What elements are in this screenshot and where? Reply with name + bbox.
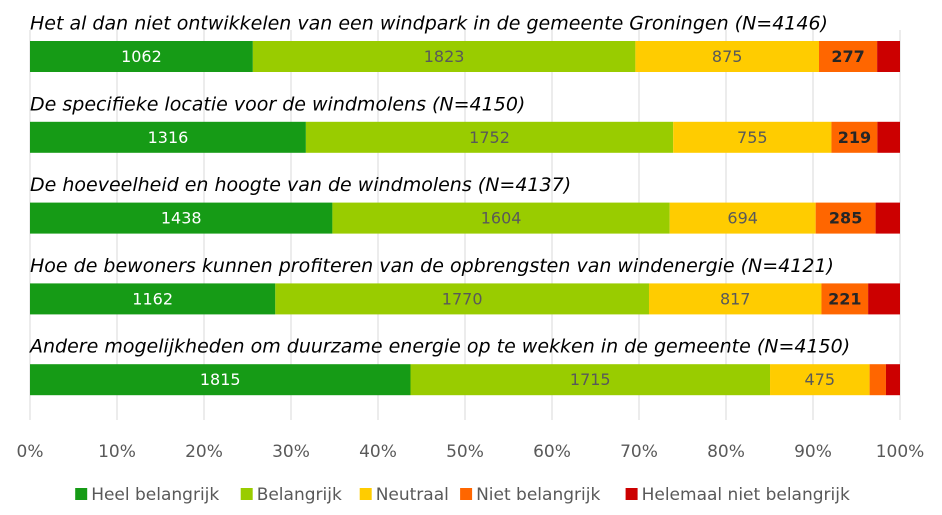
bar-segment: [869, 364, 886, 396]
bar-segment: [669, 202, 816, 234]
data-label: 475: [805, 370, 836, 389]
data-label: 277: [831, 47, 864, 66]
bar-segment: [877, 121, 900, 153]
bar-segment: [821, 283, 869, 315]
bar-segment: [410, 364, 771, 396]
bar-segment: [868, 283, 900, 315]
x-tick-label: 0%: [17, 442, 44, 462]
x-tick-label: 60%: [533, 442, 571, 462]
x-tick-label: 70%: [620, 442, 658, 462]
legend-label: Belangrijk: [257, 485, 342, 505]
legend-label: Helemaal niet belangrijk: [642, 485, 850, 505]
data-label: 1438: [161, 209, 202, 228]
bar-segment: [648, 283, 822, 315]
data-label: 1162: [132, 289, 173, 308]
legend-swatch: [625, 488, 638, 500]
bar-segment: [30, 121, 306, 153]
bar-segment: [770, 364, 870, 396]
data-label: 221: [828, 289, 861, 308]
data-label: 1604: [481, 209, 522, 228]
legend-label: Niet belangrijk: [476, 485, 600, 505]
data-label: 219: [838, 128, 871, 147]
category-label: Hoe de bewoners kunnen profiteren van de…: [30, 255, 834, 277]
bar-segment: [815, 202, 876, 234]
legend-label: Neutraal: [376, 485, 449, 505]
x-tick-label: 10%: [98, 442, 136, 462]
data-label: 1770: [442, 289, 483, 308]
legend-label: Heel belangrijk: [91, 485, 219, 505]
x-tick-label: 80%: [707, 442, 745, 462]
x-tick-label: 30%: [272, 442, 310, 462]
bar-segment: [252, 41, 636, 72]
data-label: 1823: [424, 47, 465, 66]
legend-swatch: [75, 488, 88, 500]
category-label: De hoeveelheid en hoogte van de windmole…: [30, 174, 571, 196]
bar-segment: [332, 202, 670, 234]
bar-segment: [635, 41, 820, 72]
data-label: 875: [712, 47, 743, 66]
legend-swatch: [460, 488, 473, 500]
x-tick-label: 20%: [185, 442, 223, 462]
data-label: 285: [829, 209, 862, 228]
data-label: 1752: [469, 128, 510, 147]
bar-segment: [305, 121, 674, 153]
bar-segment: [275, 283, 649, 315]
data-label: 694: [727, 209, 758, 228]
category-label: Het al dan niet ontwikkelen van een wind…: [30, 13, 828, 35]
bar-segment: [30, 41, 253, 72]
x-tick-label: 40%: [359, 442, 397, 462]
category-label: Andere mogelijkheden om duurzame energie…: [28, 336, 850, 358]
bar-segment: [875, 202, 900, 234]
data-label: 755: [737, 128, 768, 147]
category-label: De specifieke locatie voor de windmolens…: [30, 93, 525, 115]
data-label: 1815: [200, 370, 241, 389]
legend-swatch: [359, 488, 372, 500]
bar-segment: [885, 364, 900, 396]
data-label: 817: [720, 289, 751, 308]
bar-segment: [877, 41, 900, 72]
bar-segment: [30, 202, 333, 234]
data-label: 1062: [121, 47, 162, 66]
x-tick-label: 50%: [446, 442, 484, 462]
bar-segment: [819, 41, 878, 72]
bar-segment: [831, 121, 878, 153]
x-tick-label: 100%: [876, 442, 925, 462]
x-tick-label: 90%: [794, 442, 832, 462]
bar-segment: [673, 121, 832, 153]
bar-segment: [30, 283, 276, 315]
data-label: 1316: [148, 128, 189, 147]
bar-segment: [30, 364, 411, 396]
legend-swatch: [240, 488, 253, 500]
data-label: 1715: [570, 370, 611, 389]
